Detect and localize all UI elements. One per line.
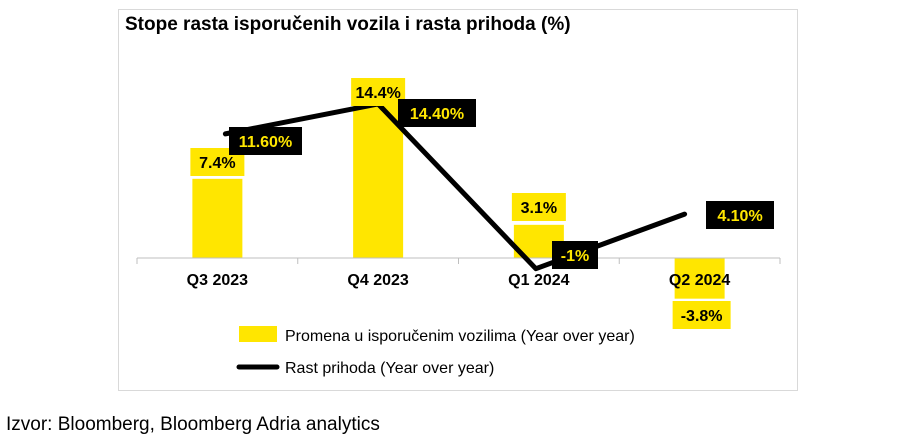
bar-label-bg-4 [672, 301, 731, 329]
bar-label-4: -3.8% [681, 308, 723, 325]
line-label-1: 11.60% [239, 134, 292, 151]
line-label-bg-1 [229, 127, 302, 155]
revenue-line [222, 101, 688, 272]
bars-layer [192, 103, 725, 299]
bar-2 [353, 103, 404, 258]
bar-label-2: 14.4% [355, 85, 400, 102]
line-label-bg-3 [552, 241, 598, 269]
bar-4 [674, 258, 725, 299]
x-axis-ticks: Q3 2023 Q4 2023 Q1 2024 Q2 2024 [136, 258, 781, 289]
chart-title: Stope rasta isporučenih vozila i rasta p… [125, 14, 571, 35]
line-label-bg-4 [706, 201, 774, 229]
source-note: Izvor: Bloomberg, Bloomberg Adria analyt… [6, 414, 380, 435]
legend: Promena u isporučenim vozilima (Year ove… [236, 326, 635, 377]
labels-layer: 7.4% 14.4% 3.1% -3.8% 11.60% 14.40% -1% 4.10% [190, 78, 774, 329]
chart-frame [118, 9, 798, 391]
line-label-bg-2 [398, 99, 476, 127]
line-label-4: 4.10% [717, 208, 762, 225]
x-tick-label-1: Q3 2023 [187, 272, 248, 289]
bar-label-3: 3.1% [521, 200, 557, 217]
line-label-2: 14.40% [410, 106, 464, 123]
line-label-3: -1% [561, 248, 589, 265]
x-tick-label-3: Q1 2024 [508, 272, 569, 289]
legend-bar-label: Promena u isporučenim vozilima (Year ove… [285, 328, 635, 345]
bar-label-1: 7.4% [199, 155, 235, 172]
legend-line-label: Rast prihoda (Year over year) [285, 360, 494, 377]
x-tick-label-4: Q2 2024 [669, 272, 730, 289]
bar-label-bg-2 [351, 78, 406, 106]
bar-1 [192, 178, 243, 258]
legend-bar-swatch [239, 326, 277, 342]
x-tick-label-2: Q4 2023 [347, 272, 408, 289]
bar-label-bg-3 [511, 193, 566, 221]
